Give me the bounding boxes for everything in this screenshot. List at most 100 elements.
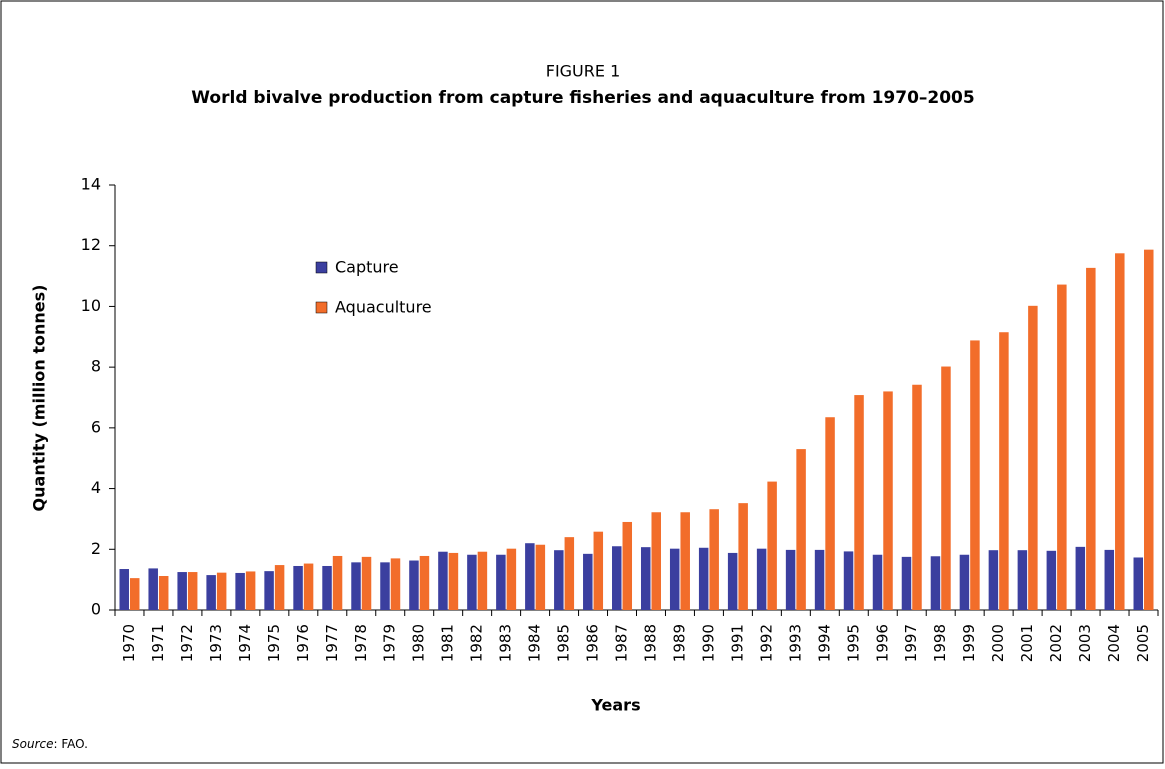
bar bbox=[1028, 305, 1038, 610]
x-tick-label: 1988 bbox=[641, 624, 659, 662]
bar bbox=[158, 576, 169, 610]
bar bbox=[119, 569, 129, 610]
bar bbox=[148, 568, 158, 610]
x-tick-label: 1987 bbox=[613, 624, 631, 662]
x-tick-label: 2003 bbox=[1076, 624, 1094, 662]
bar bbox=[930, 556, 941, 610]
bar bbox=[438, 551, 448, 610]
bar bbox=[796, 449, 806, 610]
x-tick-label: 1991 bbox=[728, 624, 746, 662]
bar bbox=[293, 565, 303, 610]
bar bbox=[825, 417, 835, 610]
bar bbox=[322, 565, 332, 610]
x-tick-label: 1973 bbox=[207, 624, 225, 662]
source-text: : FAO. bbox=[53, 737, 87, 751]
x-tick-label: 1986 bbox=[584, 624, 602, 662]
bar bbox=[380, 562, 390, 610]
bar bbox=[525, 543, 535, 610]
x-tick-label: 1996 bbox=[873, 624, 891, 662]
x-tick-label: 1975 bbox=[265, 624, 283, 662]
bar bbox=[351, 562, 361, 610]
x-tick-label: 1993 bbox=[786, 624, 804, 662]
x-tick-label: 1994 bbox=[815, 624, 833, 662]
x-axis-label: Years bbox=[590, 696, 640, 715]
bar bbox=[843, 551, 854, 610]
x-tick-label: 2001 bbox=[1018, 624, 1036, 662]
bar bbox=[496, 554, 506, 610]
bar bbox=[419, 555, 430, 610]
x-tick-label: 1981 bbox=[439, 624, 457, 662]
bar bbox=[988, 550, 999, 610]
x-tick-label: 1974 bbox=[236, 624, 254, 662]
bar bbox=[361, 556, 372, 610]
x-tick-label: 1978 bbox=[352, 624, 370, 662]
bar bbox=[912, 384, 922, 610]
bar bbox=[883, 391, 893, 610]
bar bbox=[1017, 550, 1028, 610]
bar bbox=[332, 555, 343, 610]
bar bbox=[583, 553, 593, 610]
bar bbox=[206, 575, 216, 610]
bar bbox=[409, 560, 419, 610]
bar bbox=[1115, 253, 1125, 610]
legend-label: Aquaculture bbox=[335, 298, 432, 317]
legend-swatch bbox=[315, 261, 328, 274]
y-axis-label: Quantity (million tonnes) bbox=[30, 285, 49, 512]
bar bbox=[1144, 249, 1154, 611]
bar bbox=[177, 572, 187, 610]
x-tick-label: 1998 bbox=[931, 624, 949, 662]
legend-swatch bbox=[315, 301, 328, 314]
x-tick-label: 1980 bbox=[410, 624, 428, 662]
x-tick-label: 1997 bbox=[902, 624, 920, 662]
bar bbox=[612, 546, 622, 610]
y-tick-label: 14 bbox=[81, 175, 101, 194]
x-tick-label: 1984 bbox=[526, 624, 544, 662]
bar bbox=[1086, 267, 1096, 610]
bar bbox=[274, 565, 285, 610]
bar bbox=[477, 551, 488, 610]
x-tick-label: 2000 bbox=[989, 624, 1007, 662]
bar bbox=[970, 340, 980, 610]
bar bbox=[854, 395, 864, 610]
x-tick-label: 2005 bbox=[1134, 624, 1152, 662]
x-tick-label: 2002 bbox=[1047, 624, 1065, 662]
source: Source: FAO. bbox=[12, 737, 88, 751]
bar bbox=[1104, 549, 1115, 610]
bar bbox=[756, 548, 767, 610]
bar bbox=[216, 572, 227, 610]
bar bbox=[709, 509, 719, 610]
bar bbox=[727, 552, 738, 610]
bar bbox=[390, 558, 401, 610]
chart-title: World bivalve production from capture fi… bbox=[191, 88, 974, 108]
bar bbox=[999, 332, 1009, 610]
figure-label: FIGURE 1 bbox=[546, 62, 621, 81]
bar bbox=[593, 531, 604, 610]
bar bbox=[467, 554, 477, 610]
x-tick-label: 1971 bbox=[149, 624, 167, 662]
bar bbox=[622, 521, 633, 610]
bar bbox=[901, 556, 912, 610]
bar bbox=[303, 563, 314, 610]
y-tick-label: 4 bbox=[91, 478, 101, 497]
x-tick-label: 1985 bbox=[555, 624, 573, 662]
bar bbox=[554, 550, 564, 610]
bar bbox=[698, 547, 709, 610]
x-tick-label: 1977 bbox=[323, 624, 341, 662]
bar bbox=[767, 481, 777, 610]
x-tick-label: 1982 bbox=[468, 624, 486, 662]
y-tick-label: 8 bbox=[91, 357, 101, 376]
bar bbox=[814, 549, 825, 610]
bar bbox=[1075, 546, 1086, 610]
bar bbox=[564, 537, 575, 610]
bar bbox=[264, 571, 274, 610]
bar bbox=[187, 572, 198, 610]
bar bbox=[669, 548, 680, 610]
bar bbox=[738, 503, 748, 610]
x-tick-label: 1990 bbox=[699, 624, 717, 662]
bar bbox=[680, 512, 690, 610]
x-tick-label: 1976 bbox=[294, 624, 312, 662]
bar bbox=[959, 554, 970, 610]
bar bbox=[785, 549, 796, 610]
